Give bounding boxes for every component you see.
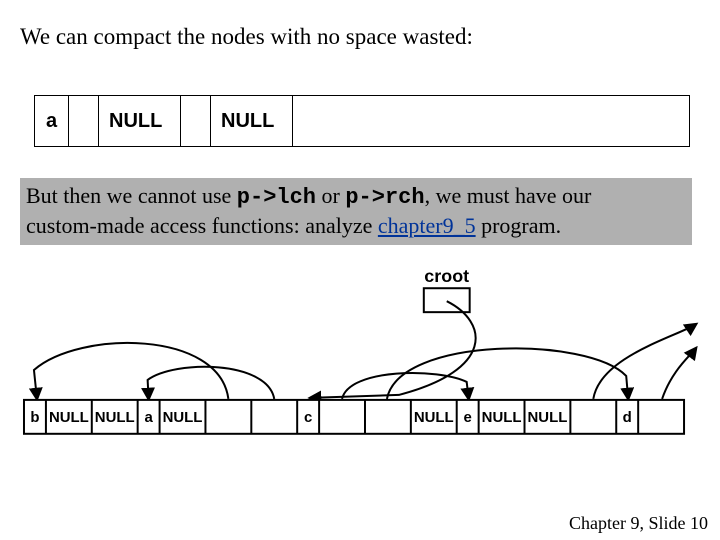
pointer-arrow-0 — [310, 301, 475, 398]
slide-footer: Chapter 9, Slide 10 — [569, 513, 708, 534]
null-label: NULL — [163, 409, 203, 426]
croot-box — [424, 288, 470, 312]
pointer-arrow-2 — [148, 367, 275, 399]
null-label: NULL — [95, 409, 135, 426]
bottom-svg: croot b NULL NULL a NULL c NULL e NULL NULL d — [20, 260, 698, 470]
top-cell-a: a — [35, 96, 69, 146]
bottom-tree-diagram: croot b NULL NULL a NULL c NULL e NULL NULL d — [20, 260, 698, 470]
null-label: NULL — [528, 409, 568, 426]
top-cell-NULL: NULL — [99, 96, 181, 146]
top-cell-NULL: NULL — [211, 96, 293, 146]
pointer-arrow-6 — [662, 348, 696, 399]
slide-root: We can compact the nodes with no space w… — [0, 0, 720, 540]
mid-after: , we must have our — [425, 183, 592, 208]
node-letter-b: b — [30, 409, 39, 426]
code-plch: p->lch — [237, 185, 316, 210]
node-letter-e: e — [464, 409, 472, 426]
top-cell-rest — [293, 96, 689, 146]
mid-highlight-box: But then we cannot use p->lch or p->rch,… — [20, 178, 692, 245]
pointer-arrow-3 — [342, 373, 469, 399]
node-letter-c: c — [304, 409, 312, 426]
top-node-diagram: a NULL NULL — [34, 95, 690, 147]
node-letter-a: a — [144, 409, 153, 426]
top-cell-gap — [69, 96, 99, 146]
intro-text: We can compact the nodes with no space w… — [20, 24, 473, 50]
chapter-link[interactable]: chapter9_5 — [378, 213, 476, 238]
mid-line2-suffix: program. — [476, 213, 562, 238]
pointer-arrow-1 — [34, 343, 228, 399]
mid-line2-prefix: custom-made access functions: analyze — [26, 213, 378, 238]
null-label: NULL — [482, 409, 522, 426]
mid-between: or — [322, 183, 346, 208]
pointer-arrow-5 — [593, 324, 696, 399]
null-label: NULL — [49, 409, 89, 426]
croot-label: croot — [424, 266, 469, 286]
code-prch: p->rch — [345, 185, 424, 210]
node-letter-d: d — [623, 409, 632, 426]
mid-prefix: But then we cannot use — [26, 183, 237, 208]
null-label: NULL — [414, 409, 454, 426]
top-cell-gap — [181, 96, 211, 146]
